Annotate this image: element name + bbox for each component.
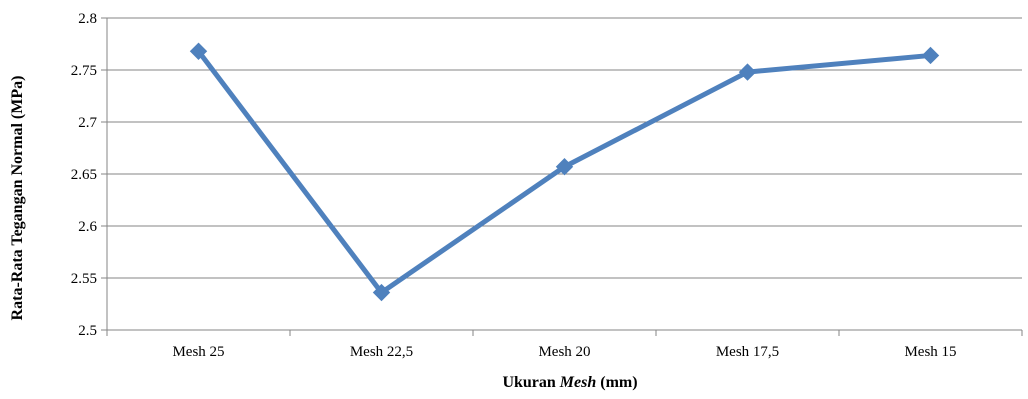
x-axis-title-prefix: Ukuran bbox=[502, 374, 559, 391]
data-point-marker bbox=[921, 46, 940, 65]
y-tick-label: 2.5 bbox=[78, 323, 97, 339]
y-tick-label: 2.65 bbox=[71, 167, 97, 183]
x-axis-title-italic: Mesh bbox=[559, 374, 597, 391]
data-point-marker bbox=[189, 42, 208, 60]
y-tick-label: 2.55 bbox=[71, 271, 97, 287]
x-axis-title-suffix: (mm) bbox=[596, 374, 637, 391]
y-tick-labels: 2.5 2.55 2.6 2.65 2.7 2.75 2.8 bbox=[71, 11, 98, 339]
series-layer bbox=[189, 42, 940, 302]
y-axis-title: Rata-Rata Tegangan Normal (MPa) bbox=[9, 76, 26, 321]
x-tick-labels: Mesh 25 Mesh 22,5 Mesh 20 Mesh 17,5 Mesh 15 bbox=[172, 344, 956, 360]
x-tick-label: Mesh 22,5 bbox=[350, 344, 413, 360]
y-tick-label: 2.75 bbox=[71, 63, 97, 79]
gridlines bbox=[107, 17, 1022, 279]
data-point-marker bbox=[372, 283, 391, 302]
x-tick-label: Mesh 25 bbox=[172, 344, 224, 360]
x-tick-label: Mesh 15 bbox=[904, 344, 956, 360]
axes bbox=[101, 17, 1023, 336]
data-point-marker bbox=[738, 63, 757, 81]
x-tick-label: Mesh 20 bbox=[538, 344, 590, 360]
y-tick-label: 2.8 bbox=[78, 11, 97, 27]
x-tick-label: Mesh 17,5 bbox=[716, 344, 779, 360]
y-tick-label: 2.7 bbox=[78, 115, 97, 131]
data-point-marker bbox=[555, 158, 574, 176]
x-axis-title: Ukuran Mesh (mm) bbox=[502, 374, 637, 391]
y-tick-label: 2.6 bbox=[78, 219, 97, 235]
